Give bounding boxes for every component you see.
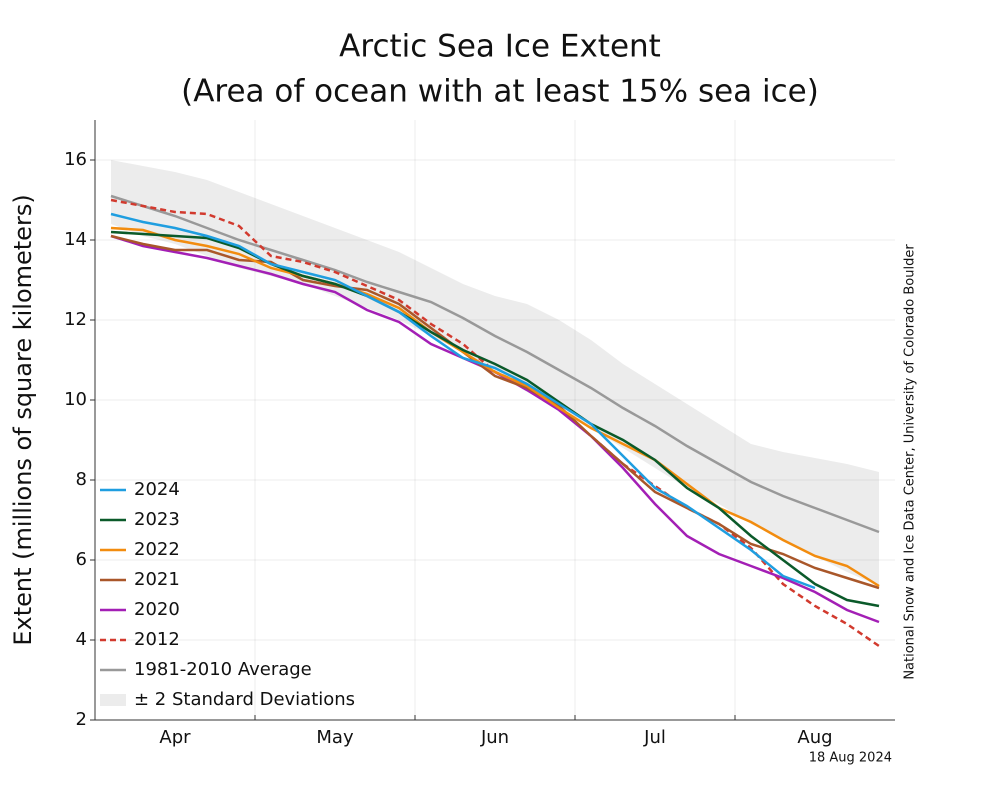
y-tick-label: 12	[64, 309, 87, 330]
legend-label: 2020	[134, 599, 180, 620]
series-line	[110, 234, 880, 590]
legend-label: 2023	[134, 509, 180, 530]
legend-label: 1981-2010 Average	[134, 659, 312, 680]
x-tick-label: May	[316, 727, 354, 748]
x-tick-label: Apr	[159, 727, 191, 748]
y-tick-label: 6	[76, 549, 87, 570]
chart-subtitle: (Area of ocean with at least 15% sea ice…	[181, 74, 819, 110]
legend-label: 2022	[134, 539, 180, 560]
x-tick-label: Jul	[643, 727, 666, 748]
series-line	[110, 226, 880, 588]
series-line	[110, 230, 880, 608]
legend-label: 2021	[134, 569, 180, 590]
y-tick-label: 8	[76, 469, 87, 490]
legend-label: 2024	[134, 479, 180, 500]
legend-label: ± 2 Standard Deviations	[134, 689, 355, 710]
source-note: National Snow and Ice Data Center, Unive…	[903, 244, 918, 680]
series-line	[110, 194, 880, 534]
y-tick-label: 10	[64, 389, 87, 410]
date-note: 18 Aug 2024	[809, 751, 892, 766]
series-line	[110, 198, 880, 648]
chart-title: Arctic Sea Ice Extent	[339, 29, 661, 65]
series-line	[110, 212, 816, 590]
x-tick-label: Aug	[797, 727, 832, 748]
y-axis-label: Extent (millions of square kilometers)	[9, 194, 37, 645]
y-tick-label: 4	[76, 629, 87, 650]
y-tick-label: 16	[64, 149, 87, 170]
legend-label: 2012	[134, 629, 180, 650]
x-tick-label: Jun	[480, 727, 509, 748]
y-tick-label: 2	[76, 709, 87, 730]
std-band	[111, 160, 879, 586]
y-tick-label: 14	[64, 229, 87, 250]
legend-swatch	[100, 694, 126, 706]
